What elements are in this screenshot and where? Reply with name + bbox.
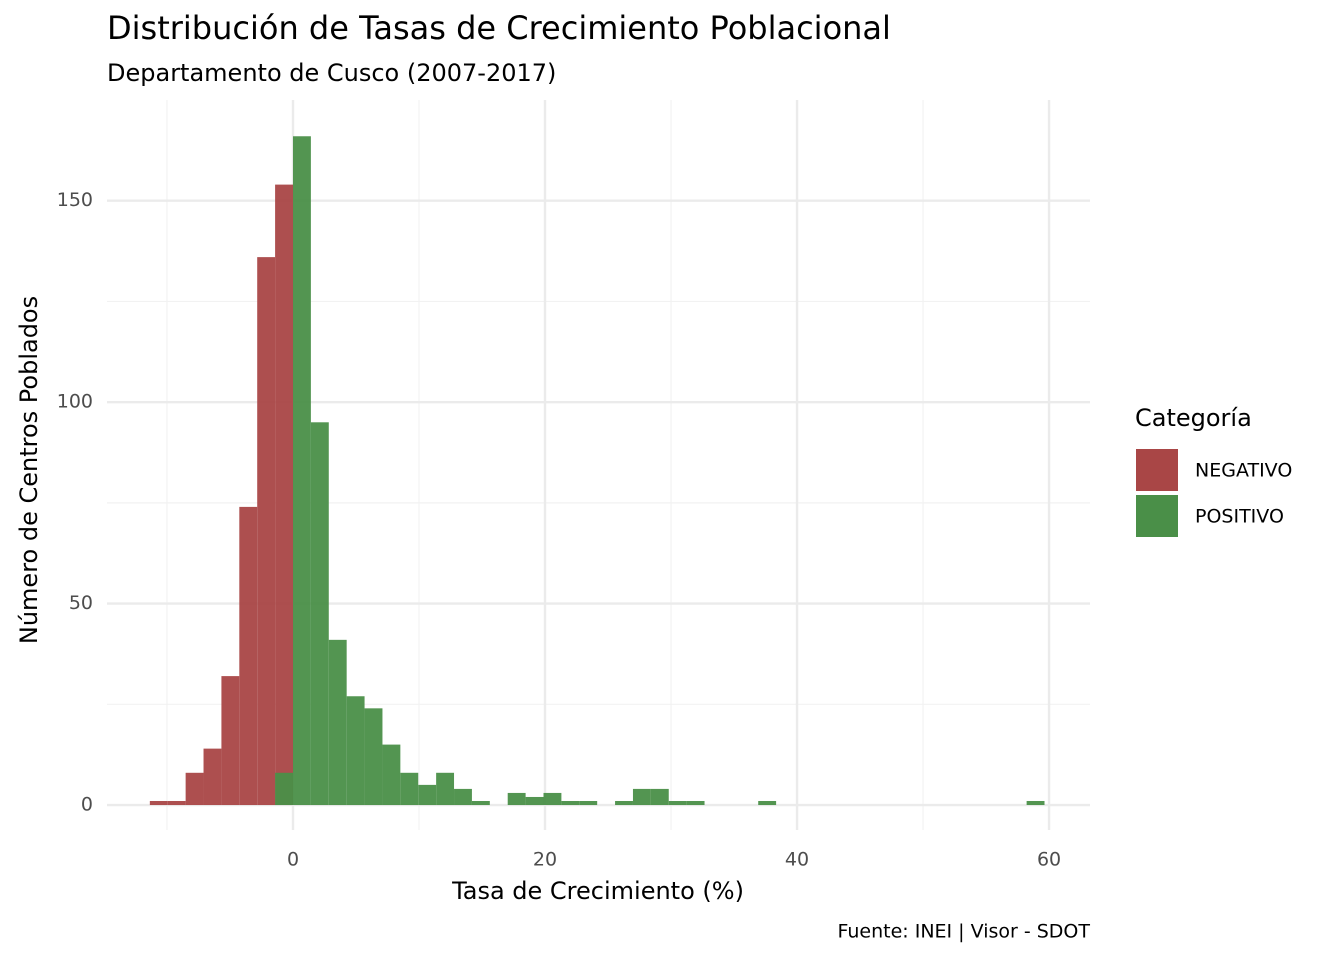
histogram-bar bbox=[632, 788, 651, 806]
histogram-bar bbox=[149, 800, 168, 806]
legend-swatch bbox=[1136, 449, 1178, 491]
x-tick-label: 40 bbox=[785, 849, 809, 871]
histogram-bar bbox=[400, 772, 419, 806]
histogram-bar bbox=[364, 708, 383, 806]
histogram-bar bbox=[418, 784, 437, 806]
histogram-bar bbox=[454, 788, 472, 806]
histogram-bar bbox=[239, 506, 258, 806]
y-tick-label: 100 bbox=[57, 391, 93, 413]
histogram-bar bbox=[615, 800, 633, 806]
histogram-bar bbox=[436, 772, 455, 806]
histogram-bar bbox=[668, 800, 687, 806]
histogram-bar bbox=[1026, 800, 1045, 806]
histogram-bar bbox=[543, 792, 562, 806]
caption: Fuente: INEI | Visor - SDOT bbox=[837, 921, 1090, 943]
histogram-bar bbox=[561, 800, 580, 806]
histogram-bar bbox=[650, 788, 669, 806]
histogram-bar bbox=[167, 800, 186, 806]
histogram-bar bbox=[758, 800, 777, 806]
histogram-bar bbox=[382, 744, 401, 806]
histogram-bar bbox=[686, 800, 705, 806]
histogram-bar bbox=[471, 800, 490, 806]
y-tick-label: 150 bbox=[57, 189, 93, 211]
chart-title: Distribución de Tasas de Crecimiento Pob… bbox=[107, 9, 891, 47]
x-tick-label: 60 bbox=[1037, 849, 1061, 871]
x-tick-label: 0 bbox=[287, 849, 299, 871]
histogram-bar bbox=[275, 772, 293, 806]
histogram-bar bbox=[579, 800, 598, 806]
legend-label: POSITIVO bbox=[1195, 506, 1284, 528]
y-tick-label: 0 bbox=[81, 794, 93, 816]
y-axis-label: Número de Centros Poblados bbox=[15, 296, 43, 644]
chart-subtitle: Departamento de Cusco (2007-2017) bbox=[107, 59, 556, 87]
x-axis-label: Tasa de Crecimiento (%) bbox=[451, 877, 744, 905]
histogram-bar bbox=[203, 748, 222, 806]
histogram-bar bbox=[346, 696, 365, 806]
x-tick-label: 20 bbox=[533, 849, 557, 871]
legend-title: Categoría bbox=[1135, 404, 1252, 432]
histogram-bar bbox=[292, 136, 311, 806]
histogram-bar bbox=[507, 792, 526, 806]
histogram-bar bbox=[257, 257, 276, 806]
y-tick-label: 50 bbox=[69, 592, 93, 614]
histogram-bar bbox=[275, 184, 293, 806]
histogram-bar bbox=[185, 772, 204, 806]
histogram-bar bbox=[328, 639, 347, 806]
histogram-bar bbox=[221, 676, 240, 806]
legend-label: NEGATIVO bbox=[1195, 460, 1292, 482]
histogram-bar bbox=[310, 422, 329, 806]
legend-swatch bbox=[1136, 495, 1178, 537]
histogram-bar bbox=[525, 796, 544, 806]
